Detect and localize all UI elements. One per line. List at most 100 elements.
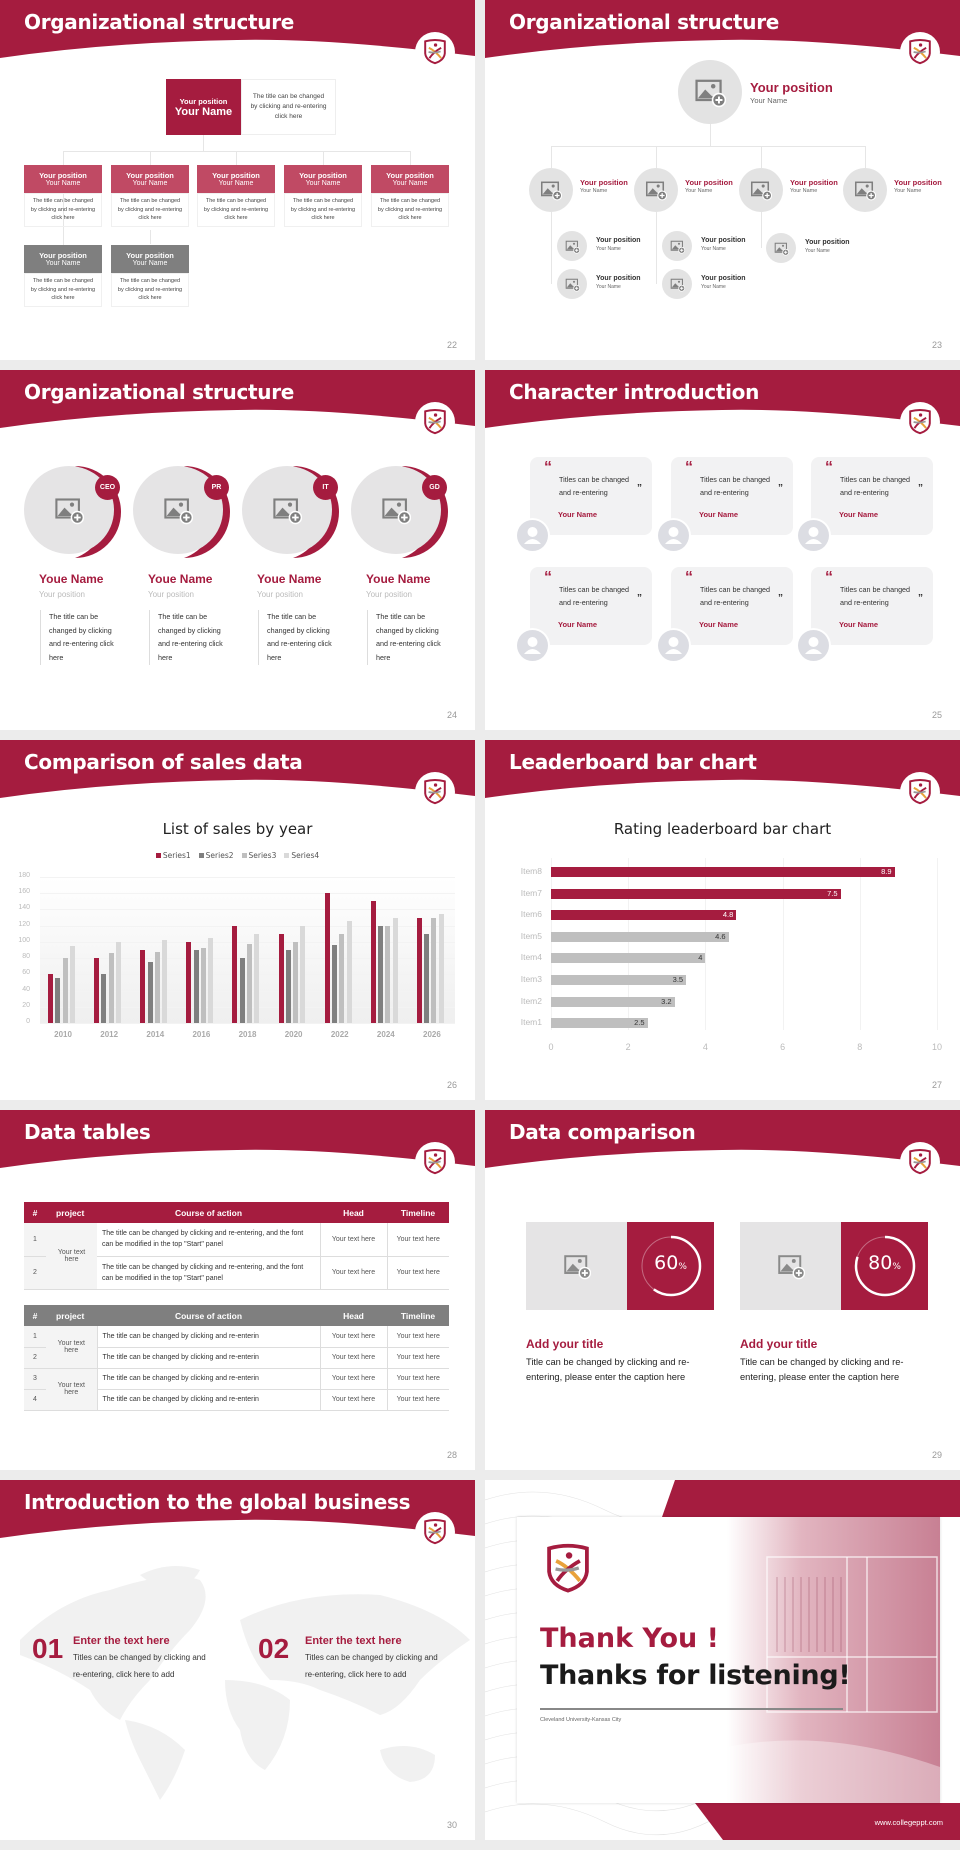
y-tick-label: 20: [22, 1001, 30, 1009]
member-photo-placeholder[interactable]: [634, 168, 678, 212]
member-description: The title can be changed by clicking and…: [111, 193, 189, 227]
website-link[interactable]: www.collegeppt.com: [874, 1818, 943, 1827]
logo-shield-icon: [909, 38, 931, 65]
gridline: [782, 858, 784, 1030]
legend-swatch: [241, 853, 247, 858]
sub-position: Your position: [596, 275, 641, 282]
bar-series2-2018: [239, 958, 245, 1023]
member-photo-placeholder[interactable]: [529, 168, 573, 212]
y-tick-label: 100: [18, 936, 30, 944]
member-position: Your position: [299, 171, 347, 180]
bar-series4-2026: [438, 913, 444, 1023]
card-name: Your Name: [699, 510, 739, 519]
member-header[interactable]: Your position Your Name: [197, 165, 275, 193]
member-header[interactable]: Your position Your Name: [24, 165, 102, 193]
member-name: Your Name: [45, 180, 81, 187]
timeline-cell: Your text here: [386, 1347, 449, 1369]
testimonial-card[interactable]: “ Titles can be changed and re-entering ” Y…: [811, 567, 933, 645]
action-cell: The title can be changed by clicking and…: [96, 1389, 320, 1411]
x-tick-label: 2020: [284, 1030, 303, 1039]
chart-title: Rating leaderboard bar chart: [613, 820, 832, 838]
slide-title: Organizational structure: [24, 10, 295, 34]
testimonial-card[interactable]: “ Titles can be changed and re-entering ” Y…: [671, 457, 793, 535]
sub-photo-placeholder[interactable]: [766, 233, 796, 263]
bar-series2-2016: [193, 950, 199, 1023]
person-name: Youe Name: [366, 572, 431, 586]
bar-series3-2018: [247, 943, 253, 1023]
y-tick-label: 120: [18, 920, 30, 928]
member-header[interactable]: Your position Your Name: [24, 245, 102, 273]
sub-position: Your position: [701, 275, 746, 282]
photo-placeholder[interactable]: [242, 466, 332, 554]
item-text: Titles can be changed by clicking and re…: [73, 1653, 206, 1679]
top-name: Your Name: [750, 96, 788, 105]
quote-text: Titles can be changed and re-entering: [840, 585, 911, 607]
connector-line: [656, 146, 657, 168]
member-header[interactable]: Your position Your Name: [111, 245, 189, 273]
testimonial-card[interactable]: “ Titles can be changed and re-entering ” Y…: [811, 457, 933, 535]
member-position: Your position: [126, 171, 174, 180]
close-quote-icon: ”: [918, 593, 923, 604]
image-placeholder[interactable]: [526, 1222, 627, 1310]
x-tick-label: 2026: [423, 1030, 441, 1039]
sub-photo-placeholder[interactable]: [557, 269, 587, 299]
bar-series3-2024: [385, 925, 391, 1023]
head-cell: Your text here: [319, 1347, 387, 1369]
member-header[interactable]: Your position Your Name: [111, 165, 189, 193]
gridline: [859, 858, 861, 1030]
slide-6: Leaderboard bar chart 27 Rating leaderboa…: [485, 740, 960, 1100]
testimonial-card[interactable]: “ Titles can be changed and re-entering ” Y…: [530, 457, 652, 535]
logo: [900, 32, 940, 72]
role-badge: GD: [422, 475, 447, 500]
member-photo-placeholder[interactable]: [739, 168, 783, 212]
row-number: 3: [24, 1368, 46, 1390]
bar-series2-2024: [378, 925, 384, 1023]
sub-position: Your position: [805, 239, 850, 246]
testimonial-card[interactable]: “ Titles can be changed and re-entering ” Y…: [671, 567, 793, 645]
x-tick-label: 2024: [376, 1030, 395, 1039]
bar-series2-2014: [147, 962, 153, 1023]
bar-series1-2010: [48, 974, 53, 1023]
category-label: Item2: [520, 995, 542, 1006]
bar-series4-2012: [116, 941, 121, 1023]
image-add-icon: [540, 181, 562, 201]
sub-position: Your position: [701, 237, 746, 244]
bar-series4-2018: [254, 933, 260, 1023]
member-position: Your position: [126, 251, 174, 260]
top-position-box[interactable]: Your position Your Name: [166, 79, 241, 135]
project-cell: Your text here: [46, 1368, 97, 1411]
image-placeholder[interactable]: [740, 1222, 841, 1310]
gridline: [40, 877, 455, 878]
legend-label: Series2: [205, 851, 234, 860]
open-quote-icon: “: [544, 459, 552, 476]
user-avatar-icon: [798, 520, 829, 551]
member-name: Your Name: [132, 260, 168, 267]
logo-shield-icon: [424, 1148, 446, 1175]
sub-name: Your Name: [701, 284, 726, 290]
slide-title: Data tables: [24, 1120, 151, 1144]
sub-photo-placeholder[interactable]: [662, 231, 692, 261]
connector-line: [656, 212, 657, 284]
member-name: Your Name: [132, 180, 168, 187]
gridline: [40, 909, 455, 911]
member-header[interactable]: Your position Your Name: [284, 165, 362, 193]
user-avatar-icon: [517, 630, 548, 661]
testimonial-card[interactable]: “ Titles can be changed and re-entering ” Y…: [530, 567, 652, 645]
person-position: Your position: [148, 590, 194, 599]
bar-series4-2010: [69, 945, 75, 1023]
photo-placeholder[interactable]: [133, 466, 223, 554]
row-number: 2: [24, 1256, 46, 1290]
bar-series4-2014: [162, 940, 168, 1023]
top-photo-placeholder[interactable]: [678, 60, 742, 124]
member-header[interactable]: Your position Your Name: [371, 165, 449, 193]
bar-series1-2016: [186, 941, 192, 1023]
table-row: 3 Your text here The title can be changed …: [24, 1368, 449, 1411]
sub-photo-placeholder[interactable]: [557, 231, 587, 261]
header-band: [0, 740, 475, 805]
member-photo-placeholder[interactable]: [843, 168, 887, 212]
sub-photo-placeholder[interactable]: [662, 269, 692, 299]
avatar: [796, 628, 831, 663]
chart-legend: Series1 Series2 Series3 Series4: [0, 851, 475, 860]
bar-series1-2020: [278, 933, 284, 1023]
slide-title: Data comparison: [509, 1120, 696, 1144]
